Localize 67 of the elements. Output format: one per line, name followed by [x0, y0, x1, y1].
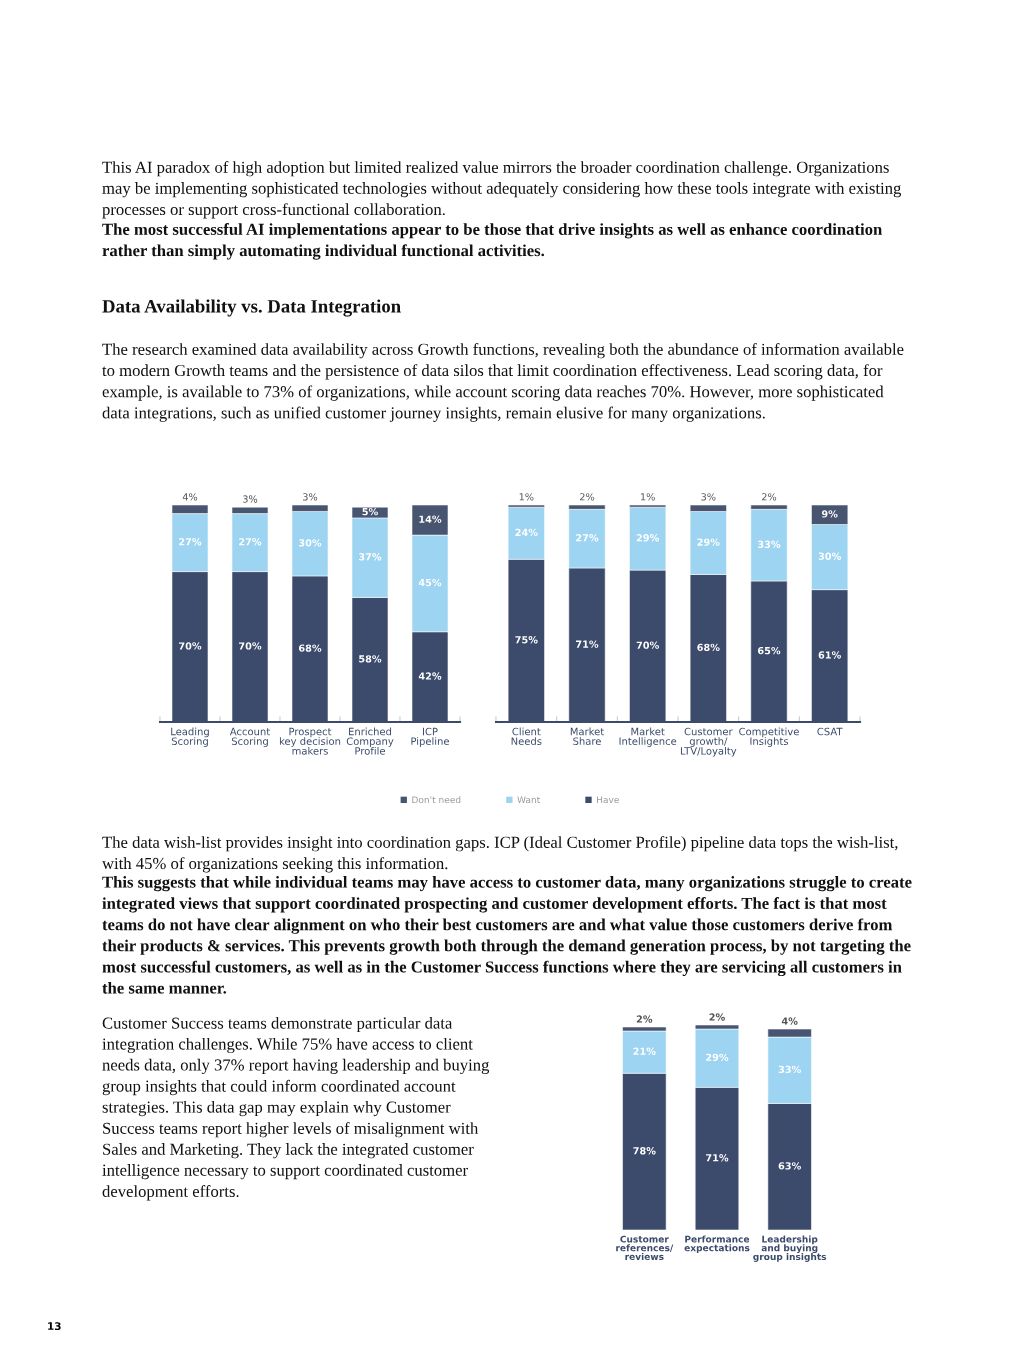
data-label: 5% — [362, 507, 378, 516]
data-label: 70% — [636, 641, 659, 649]
text: This suggests that while individual teams may have access to customer data, many organizations struggle to create integrated views that support coordinated prospecting and customer development efforts. The fact is that most teams do not have clear alignment on who their best customers are and what value those customers derive from their products & services. This prevents growth both through the demand generation process, by not targeting the most successful customers, as well as in the Customer Success functions where they are servicing all customers in the same manner. — [102, 876, 912, 994]
data-label: 14% — [419, 515, 442, 523]
data-label: 68% — [298, 644, 322, 652]
data-label: 1% — [519, 493, 534, 501]
data-label: 1% — [641, 493, 655, 501]
x-tick-label: Leadership and buying group insights — [753, 1235, 827, 1262]
chart-title: Data Availability vs. Data Integration — [102, 299, 401, 317]
x-tick-label: Customer growth/ LTV/Loyalty — [680, 727, 737, 757]
text: This AI paradox of high adoption but limited realized value mirrors the broader coordination challenge. Organizations may be implementing sophisticated technologies without adequately considering how these tools integrate with existing processes or support cross-functional collaboration. — [102, 161, 902, 219]
data-label: 3% — [303, 493, 318, 501]
data-label: 61% — [818, 651, 841, 659]
data-label: 75% — [515, 636, 538, 644]
x-tick-label: Leading Scoring — [171, 727, 209, 747]
data-label: 21% — [633, 1047, 656, 1055]
text: The most successful AI implementations appear to be those that drive insights as well as enhance coordination rather than simply automating individual functional activities. — [102, 223, 883, 260]
data-label: 68% — [697, 643, 720, 652]
x-tick-label: Market Intelligence — [619, 727, 677, 747]
data-label: 70% — [179, 642, 202, 650]
data-label: 3% — [701, 493, 716, 501]
text: Customer Success teams demonstrate particular data integration challenges. While 75% have access to client needs data, only 37% report having leadership and buying group insights that could inform coordinated account strategies. This data gap may explain why Customer Success teams report higher levels of misalignment with Sales and Marketing. They lack the integrated customer intelligence necessary to support coordinated customer development efforts. — [102, 1017, 490, 1201]
data-label: 2% — [636, 1015, 653, 1023]
data-label: 4% — [182, 493, 198, 501]
text: The data wish-list provides insight into coordination gaps. ICP (Ideal Customer Profile) pipeline data tops the wish-list, with 45% of organizations seeking this information. — [102, 836, 898, 873]
data-label: 29% — [706, 1053, 729, 1061]
legend-label: Have — [597, 796, 619, 804]
data-label: 71% — [576, 640, 599, 648]
x-tick-label: CSAT — [817, 727, 843, 736]
data-label: 29% — [636, 534, 659, 542]
data-label: 27% — [239, 538, 262, 546]
data-label: 33% — [778, 1065, 801, 1074]
data-label: 30% — [299, 539, 322, 547]
x-tick-label: Performance expectations — [684, 1235, 750, 1254]
data-label: 70% — [239, 642, 262, 650]
text: 13 — [48, 1322, 61, 1331]
data-label: 2% — [580, 493, 595, 501]
x-tick-label: Enriched Company Profile — [346, 727, 394, 755]
data-label: 4% — [781, 1017, 798, 1025]
data-label: 30% — [818, 552, 841, 560]
x-tick-label: Market Share — [570, 727, 604, 745]
data-label: 24% — [515, 528, 538, 537]
data-label: 58% — [359, 655, 382, 663]
data-label: 45% — [418, 578, 442, 587]
data-label: 27% — [576, 534, 599, 542]
x-tick-label: Client Needs — [511, 727, 542, 745]
data-label: 2% — [762, 493, 777, 501]
data-label: 65% — [757, 646, 781, 655]
x-tick-label: Competitive Insights — [739, 727, 799, 747]
data-label: 37% — [359, 553, 382, 561]
data-label: 71% — [706, 1154, 729, 1162]
data-label: 78% — [633, 1147, 656, 1155]
data-label: 9% — [821, 510, 838, 518]
data-label: 29% — [697, 538, 720, 546]
x-tick-label: Customer references/ reviews — [616, 1235, 674, 1261]
data-label: 2% — [709, 1013, 725, 1021]
legend-label: Don't need — [412, 796, 461, 804]
data-label: 42% — [418, 672, 442, 680]
x-tick-label: Prospect key decision makers — [279, 727, 341, 755]
data-label: 63% — [778, 1162, 801, 1170]
text: The research examined data availability across Growth functions, revealing both the abundance of information available to modern Growth teams and the persistence of data silos that limit coordination effectiveness. Lead scoring data, for example, is available to 73% of organizations, while account scoring data reaches 70%. However, more sophisticated data integrations, such as unified customer journey insights, remain elusive for many organizations. — [102, 343, 904, 422]
data-label: 3% — [243, 495, 258, 503]
legend-label: Want — [517, 796, 540, 804]
data-label: 27% — [179, 538, 202, 546]
data-label: 33% — [758, 540, 781, 548]
x-tick-label: Account Scoring — [229, 727, 270, 747]
x-tick-label: ICP Pipeline — [411, 727, 450, 747]
